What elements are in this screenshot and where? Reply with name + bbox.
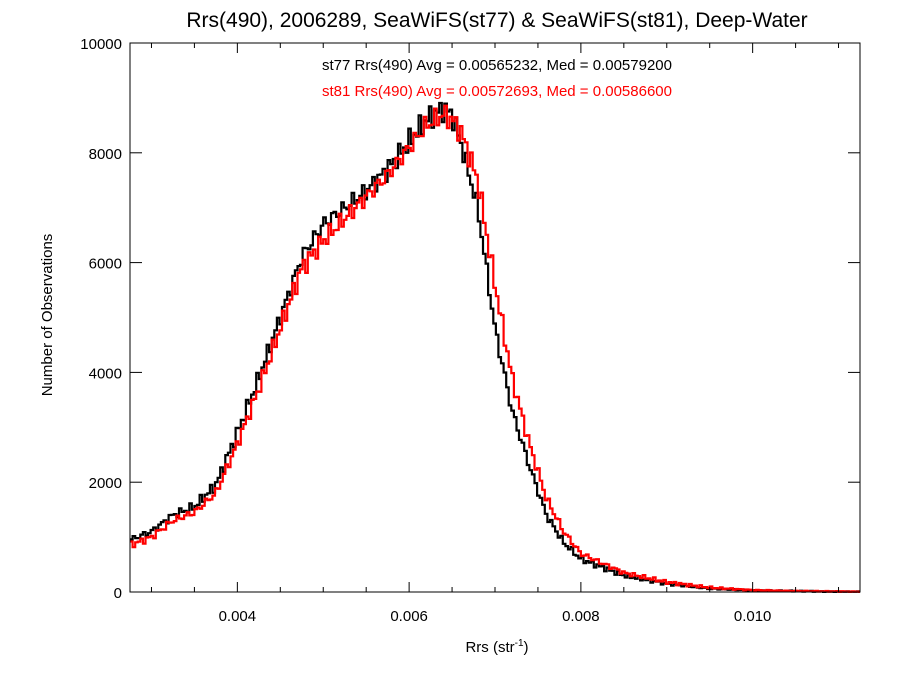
annotations: st77 Rrs(490) Avg = 0.00565232, Med = 0.… (322, 57, 672, 100)
x-axis-label: Rrs (str-1) (465, 638, 528, 656)
series-line-1 (130, 101, 861, 593)
x-tick-label: 0.010 (734, 608, 772, 625)
plot-area-frame (129, 42, 861, 593)
y-tick-label: 2000 (89, 475, 122, 492)
x-axis-label-superscript: -1 (515, 638, 524, 649)
series-group (130, 101, 861, 593)
x-axis-label-close: ) (524, 639, 529, 656)
x-axis: 0.004 0.006 0.008 0.010 (150, 43, 840, 625)
annotation-2: st81 Rrs(490) Avg = 0.00572693, Med = 0.… (322, 83, 672, 100)
y-tick-label: 6000 (89, 256, 122, 273)
annotation-1: st77 Rrs(490) Avg = 0.00565232, Med = 0.… (322, 57, 672, 74)
y-tick-label: 4000 (89, 365, 122, 382)
x-tick-label: 0.008 (562, 608, 600, 625)
y-axis-label: Number of Observations (39, 234, 56, 397)
x-axis-label-main: Rrs (str (465, 639, 514, 656)
x-tick-label: 0.006 (390, 608, 428, 625)
x-tick-label: 0.004 (219, 608, 257, 625)
series-line-2 (130, 104, 861, 593)
y-axis: 0 2000 4000 6000 8000 10000 (80, 36, 860, 602)
y-tick-label: 10000 (80, 36, 122, 53)
y-tick-label: 0 (114, 585, 122, 602)
chart-title: Rrs(490), 2006289, SeaWiFS(st77) & SeaWi… (186, 9, 807, 32)
y-tick-label: 8000 (89, 146, 122, 163)
